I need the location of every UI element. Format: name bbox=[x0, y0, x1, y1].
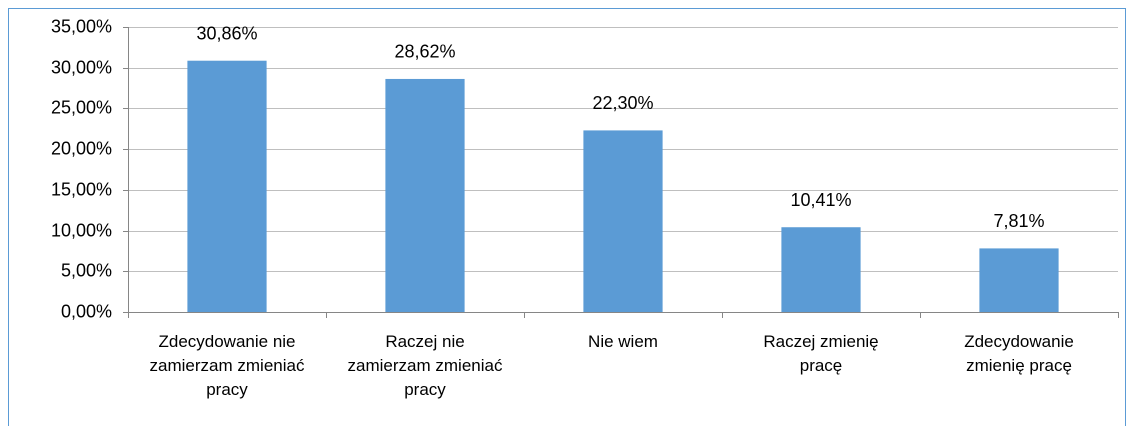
x-tick-label: Nie wiem bbox=[588, 332, 658, 351]
value-label: 7,81% bbox=[993, 211, 1044, 231]
x-tick-label: Raczej nie zamierzam zmieniać pracy bbox=[347, 332, 503, 399]
y-tick-label: 15,00% bbox=[51, 179, 112, 199]
chart-frame bbox=[8, 8, 1126, 426]
bar bbox=[781, 227, 861, 312]
value-label: 30,86% bbox=[196, 23, 257, 43]
y-tick-label: 20,00% bbox=[51, 138, 112, 158]
bar bbox=[979, 248, 1059, 312]
value-label: 10,41% bbox=[790, 190, 851, 210]
y-tick-label: 35,00% bbox=[51, 16, 112, 36]
value-label: 28,62% bbox=[394, 42, 455, 62]
x-tick-label: Zdecydowanie nie zamierzam zmieniać prac… bbox=[149, 332, 305, 399]
x-tick-label: Zdecydowanie zmienię pracę bbox=[964, 332, 1074, 375]
bar bbox=[187, 60, 267, 313]
bar bbox=[583, 130, 663, 312]
x-tick-label: Raczej zmienię pracę bbox=[763, 332, 879, 375]
y-tick-label: 0,00% bbox=[61, 301, 112, 321]
y-tick-label: 5,00% bbox=[61, 260, 112, 280]
y-tick-label: 25,00% bbox=[51, 97, 112, 117]
y-tick-label: 10,00% bbox=[51, 220, 112, 240]
value-label: 22,30% bbox=[592, 93, 653, 113]
bar bbox=[385, 78, 465, 312]
y-tick-label: 30,00% bbox=[51, 57, 112, 77]
